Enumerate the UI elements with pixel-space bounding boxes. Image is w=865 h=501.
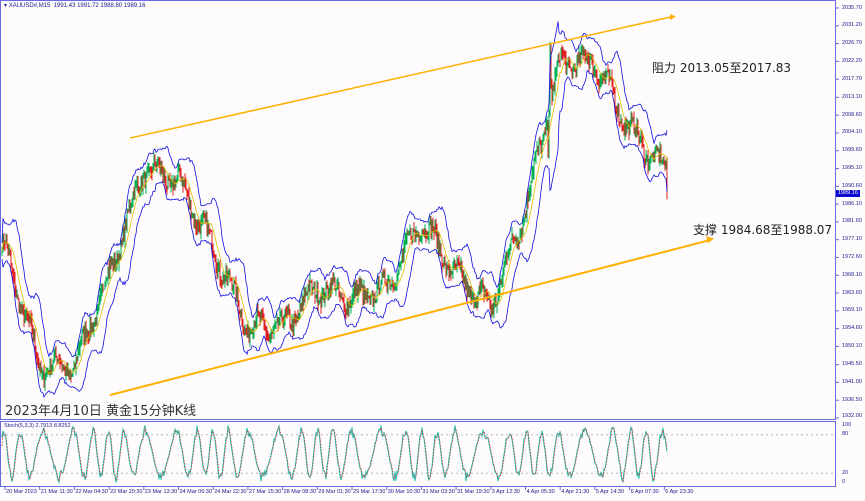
y-tick-label: 1945.50	[842, 361, 862, 368]
x-tick-label: 31 Mar 03:30	[422, 489, 455, 495]
y-tick-label: 1954.60	[842, 325, 862, 332]
x-tick-label: 4 Apr 05:30	[526, 489, 555, 495]
stoch-frame	[0, 421, 836, 487]
y-tick-label: 1941.00	[842, 378, 862, 385]
stoch-signal-line	[1, 426, 668, 483]
lower-band	[1, 70, 668, 399]
y-tick-label: 1986.10	[842, 200, 862, 207]
x-tick-label: 4 Apr 21:30	[561, 489, 590, 495]
y-tick-label: 2013.10	[842, 93, 862, 100]
x-tick-label: 30 Mar 10:30	[387, 489, 421, 495]
ohlc: 1991.43 1991.72 1988.80 1989.16	[53, 3, 146, 9]
support-trendline	[109, 239, 711, 397]
y-tick-label: 1936.50	[842, 396, 862, 403]
x-tick-label: 27 Mar 15:30	[248, 489, 282, 495]
x-tick-label: 21 Mar 11:30	[40, 489, 73, 495]
y-tick-label: 2031.20	[842, 22, 862, 29]
stoch-level-label: 80	[842, 431, 849, 438]
x-tick-label: 24 Mar 06:30	[179, 489, 212, 495]
x-tick-label: 28 Mar 08:30	[283, 489, 317, 495]
chart-title: 2023年4月10日 黄金15分钟K线	[5, 404, 197, 419]
x-tick-label: 20 Mar 2023	[6, 489, 37, 495]
y-tick-label: 1981.60	[842, 218, 862, 225]
x-tick-label: 5 Apr 14:30	[595, 489, 625, 495]
y-tick-label: 1977.10	[842, 236, 862, 243]
current-price-tag: 1989.16	[836, 190, 860, 197]
y-tick-label: 2008.60	[842, 111, 862, 118]
main-frame	[0, 0, 836, 420]
stoch-main-line	[1, 424, 668, 485]
stoch-level-label: 0	[842, 479, 846, 485]
y-tick-label: 2004.10	[842, 129, 862, 136]
support-label: 支撑 1984.68至1988.07	[693, 223, 833, 237]
resistance-label: 阻力 2013.05至2017.83	[652, 61, 792, 75]
y-tick-label: 2035.70	[842, 4, 862, 11]
arrow-icon	[670, 14, 676, 21]
y-tick-label: 1999.60	[842, 147, 862, 154]
y-tick-label: 2017.70	[842, 75, 862, 82]
y-tick-label: 1968.10	[842, 271, 862, 278]
symbol: XAUUSD#,M15	[8, 3, 51, 9]
resistance-trendline	[129, 16, 671, 139]
x-tick-label: 29 Mar 17:30	[353, 489, 386, 495]
y-tick-label: 2026.70	[842, 40, 862, 47]
x-tick-label: 6 Apr 23:30	[665, 489, 694, 495]
symbol-header: ▾ XAUUSD#,M15 1991.43 1991.72 1988.80 19…	[4, 3, 146, 9]
y-tick-label: 1963.60	[842, 289, 862, 296]
x-tick-label: 29 Mar 01:30	[318, 489, 351, 495]
x-tick-label: 22 Mar 04:30	[75, 489, 108, 495]
stoch-label: Stoch(5,3,3) 2.7913 8.8252	[4, 423, 71, 429]
upper-band	[1, 21, 668, 358]
y-tick-label: 1995.10	[842, 165, 862, 172]
stoch-level-label: 20	[842, 469, 849, 476]
y-tick-label: 1990.60	[842, 182, 862, 189]
x-tick-label: 23 Mar 13:30	[144, 489, 178, 495]
arrow-icon	[706, 236, 714, 244]
y-tick-label: 1932.00	[842, 413, 862, 419]
y-tick-label: 1959.10	[842, 307, 862, 314]
stoch-level-label: 100	[842, 422, 852, 428]
y-tick-label: 1972.60	[842, 253, 862, 260]
x-tick-label: 6 Apr 07:30	[630, 489, 659, 495]
x-tick-label: 22 Mar 20:30	[110, 489, 143, 495]
y-tick-label: 2022.20	[842, 57, 862, 64]
x-tick-label: 3 Apr 12:30	[491, 489, 520, 495]
y-tick-label: 1950.10	[842, 342, 862, 349]
x-tick-label: 24 Mar 22:30	[214, 489, 247, 495]
moving-average	[1, 54, 668, 375]
x-tick-label: 31 Mar 19:30	[457, 489, 490, 495]
